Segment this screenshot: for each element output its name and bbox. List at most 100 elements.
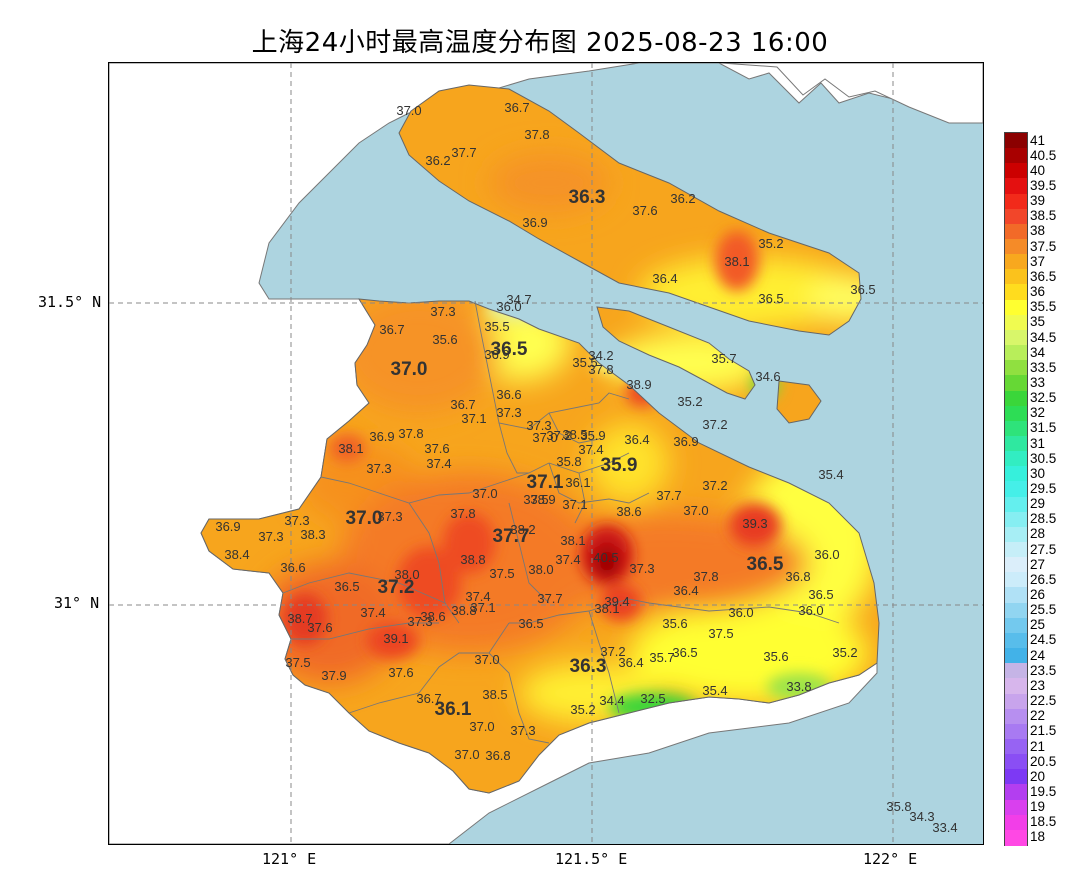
colorbar-segment <box>1005 754 1027 770</box>
colorbar-segment <box>1005 451 1027 467</box>
colorbar-segment <box>1005 390 1027 407</box>
y-tick-label: 31° N <box>54 594 100 612</box>
station-temperature-label: 37.3 <box>377 509 402 524</box>
colorbar-tick-label: 37.5 <box>1030 238 1057 254</box>
station-temperature-label: 38.3 <box>300 527 325 542</box>
district-average-label: 36.3 <box>569 187 606 208</box>
station-temperature-label: 36.9 <box>484 347 509 362</box>
colorbar-tick-label: 32.5 <box>1030 390 1057 406</box>
station-temperature-label: 36.4 <box>673 583 698 598</box>
colorbar-tick-label: 21 <box>1030 738 1046 754</box>
colorbar-segment <box>1005 572 1027 589</box>
district-average-label: 37.2 <box>378 577 415 598</box>
station-temperature-label: 37.3 <box>496 405 521 420</box>
station-temperature-label: 37.4 <box>465 589 490 604</box>
x-tick-label: 122° E <box>863 850 918 868</box>
colorbar-tick-label: 32 <box>1030 405 1046 421</box>
station-temperature-label: 38.8 <box>460 552 485 567</box>
colorbar-tick-label: 18.5 <box>1030 814 1057 830</box>
district-boundaries <box>282 300 840 744</box>
graticule <box>109 63 983 844</box>
colorbar-segment <box>1005 420 1027 437</box>
station-temperature-label: 36.7 <box>504 100 529 115</box>
station-temperature-label: 35.6 <box>662 616 687 631</box>
colorbar-segment <box>1005 617 1027 634</box>
station-temperature-label: 37.0 <box>454 747 479 762</box>
colorbar-tick-label: 37 <box>1030 253 1046 269</box>
station-temperature-label: 36.5 <box>518 616 543 631</box>
colorbar-segment <box>1005 254 1027 270</box>
station-temperature-label: 32.5 <box>640 691 665 706</box>
colorbar-segment <box>1005 329 1027 346</box>
station-temperature-label: 36.4 <box>652 271 677 286</box>
colorbar-tick-label: 29.5 <box>1030 481 1057 496</box>
station-temperature-label: 35.9 <box>580 428 605 443</box>
station-temperature-label: 38.4 <box>224 547 249 562</box>
station-temperature-label: 37.8 <box>524 127 549 142</box>
colorbar-tick-label: 30.5 <box>1030 450 1057 466</box>
coastline <box>200 84 880 794</box>
station-temperature-label: 38.1 <box>594 601 619 616</box>
station-temperature-label: 34.4 <box>599 693 624 708</box>
colorbar-tick-label: 33.5 <box>1030 359 1057 375</box>
colorbar-tick-label: 34.5 <box>1030 329 1057 345</box>
station-temperature-label: 36.9 <box>369 429 394 444</box>
colorbar-tick-label: 24.5 <box>1030 632 1057 648</box>
station-temperature-label: 35.6 <box>432 332 457 347</box>
station-temperature-label: 37.7 <box>537 591 562 606</box>
colorbar-tick-label: 31 <box>1030 435 1046 451</box>
colorbar-segment <box>1005 163 1027 180</box>
colorbar-tick-label: 19 <box>1030 799 1046 815</box>
station-temperature-label: 36.0 <box>728 605 753 620</box>
station-temperature-label: 33.8 <box>786 679 811 694</box>
station-temperature-label: 36.5 <box>672 645 697 660</box>
colorbar-segment <box>1005 557 1027 573</box>
station-temperature-label: 36.0 <box>496 299 521 314</box>
station-temperature-label: 36.7 <box>416 691 441 706</box>
colorbar-tick-label: 33 <box>1030 374 1046 390</box>
station-temperature-label: 38.6 <box>616 504 641 519</box>
station-temperature-label: 37.4 <box>578 442 603 457</box>
station-temperature-label: 38.5 <box>482 687 507 702</box>
colorbar-tick-label: 38.5 <box>1030 208 1057 224</box>
colorbar-segment <box>1005 239 1027 255</box>
colorbar-tick-label: 22 <box>1030 708 1046 724</box>
colorbar-segment <box>1005 511 1027 528</box>
colorbar-tick-label: 19.5 <box>1030 783 1057 799</box>
colorbar-tick-label: 38 <box>1030 223 1046 239</box>
colorbar-tick-label: 23.5 <box>1030 662 1057 678</box>
station-temperature-label: 36.5 <box>850 282 875 297</box>
colorbar-segment <box>1005 769 1027 785</box>
station-temperature-label: 37.2 <box>546 428 571 443</box>
station-temperature-label: 35.2 <box>677 394 702 409</box>
station-temperature-label: 38.6 <box>420 609 445 624</box>
station-temperature-label: 38.8 <box>451 603 476 618</box>
colorbar-tick-label: 29 <box>1030 496 1046 512</box>
colorbar-segment <box>1005 223 1027 240</box>
station-temperature-label: 36.8 <box>785 569 810 584</box>
colorbar-tick-label: 28.5 <box>1030 511 1057 527</box>
colorbar-tick-label: 28 <box>1030 526 1046 542</box>
station-temperature-label: 37.8 <box>450 506 475 521</box>
colorbar-tick-label: 26 <box>1030 587 1046 603</box>
colorbar-segment <box>1005 314 1027 331</box>
colorbar-segment <box>1005 375 1027 392</box>
station-temperature-label: 37.3 <box>258 529 283 544</box>
station-temperature-label: 35.7 <box>649 650 674 665</box>
x-tick-label: 121° E <box>262 850 317 868</box>
colorbar-segment <box>1005 496 1027 513</box>
colorbar-segment <box>1005 814 1027 831</box>
colorbar-segment <box>1005 587 1027 604</box>
station-temperature-label: 36.9 <box>522 215 547 230</box>
station-temperature-label: 36.1 <box>565 475 590 490</box>
colorbar-segment <box>1005 269 1027 286</box>
colorbar-tick-label: 20.5 <box>1030 753 1057 769</box>
colorbar-segment <box>1005 299 1027 316</box>
colorbar-segment <box>1005 435 1027 452</box>
colorbar-tick-label: 25.5 <box>1030 602 1057 618</box>
colorbar-segment <box>1005 829 1027 846</box>
station-temperature-label: 36.7 <box>450 397 475 412</box>
colorbar-tick-label: 36 <box>1030 284 1046 300</box>
colorbar-segment <box>1005 693 1027 710</box>
station-temperature-label: 36.5 <box>334 579 359 594</box>
